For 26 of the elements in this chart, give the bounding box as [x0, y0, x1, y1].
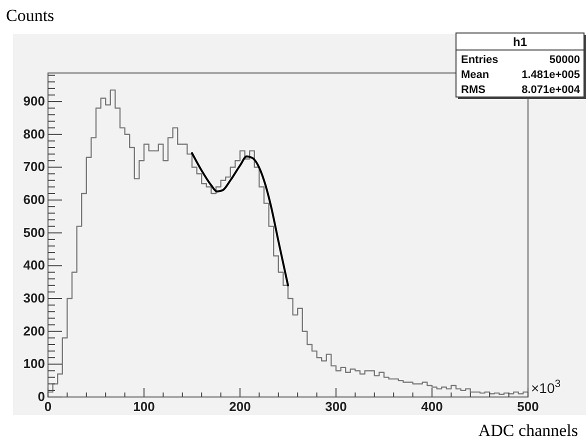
annotation: RMS [461, 84, 486, 96]
x-tick-label: 200 [229, 399, 251, 414]
annotation: 1.481e+005 [522, 69, 580, 81]
x-tick-label: 400 [421, 399, 443, 414]
line-series [191, 152, 289, 286]
text: 50000 [549, 54, 580, 66]
x-tick-label: 100 [133, 399, 155, 414]
x-axis-title: ADC channels [478, 421, 578, 440]
text: h1 [512, 35, 528, 49]
y-tick-label: 700 [23, 159, 45, 174]
y-axis-title: Counts [6, 6, 54, 25]
y-tick-label: 900 [23, 94, 45, 109]
text: ×10$^{3}$ [531, 378, 561, 396]
annotation: 8.071e+004 [522, 84, 581, 96]
y-tick-label: 0 [38, 389, 45, 404]
x-tick-label: 500 [517, 399, 539, 414]
y-tick-label: 200 [23, 323, 45, 338]
annotation: Mean [461, 69, 490, 81]
y-tick-label: 100 [23, 356, 45, 372]
y-tick-label: 800 [23, 126, 45, 142]
y-tick-label: 400 [23, 258, 45, 273]
text: Entries [461, 54, 498, 66]
y-tick-label: 500 [23, 224, 45, 240]
y-tick-label: 300 [23, 290, 45, 306]
x-tick-label: 300 [325, 399, 347, 414]
y-tick-label: 600 [23, 192, 45, 208]
